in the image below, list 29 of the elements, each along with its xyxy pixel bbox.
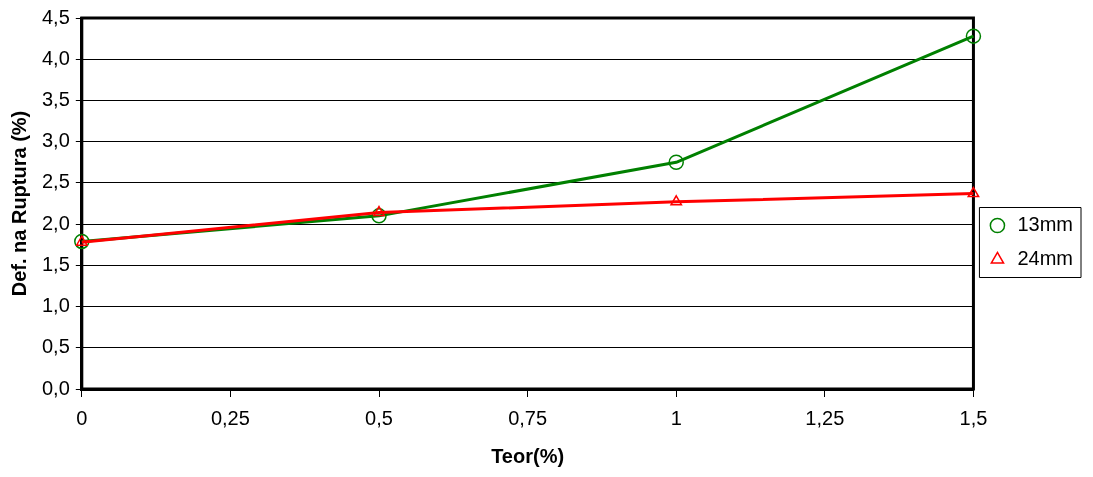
- y-tick-label: 2,5: [41, 170, 70, 193]
- x-tick-label: 1,25: [805, 406, 845, 429]
- y-tick-label: 3,0: [41, 129, 70, 152]
- legend-label: 24mm: [1017, 247, 1074, 270]
- x-tick-label: 1: [670, 406, 682, 429]
- x-tick-label: 0,5: [365, 406, 393, 429]
- y-tick-label: 2,0: [41, 211, 70, 234]
- point: [670, 195, 683, 206]
- y-tick-label: 4,5: [41, 5, 70, 28]
- point: [74, 233, 90, 250]
- point: [668, 154, 684, 171]
- x-tick-label: 0,25: [210, 406, 250, 429]
- y-tick-label: 0,5: [41, 335, 70, 358]
- point: [373, 205, 385, 217]
- x-axis-title: Teor(%): [491, 444, 565, 467]
- x-tick-label: 0,75: [508, 406, 548, 429]
- x-tick-label: 0: [76, 406, 88, 429]
- y-tick-label: 4,0: [41, 46, 70, 69]
- point: [75, 235, 88, 246]
- y-tick-label: 3,5: [41, 87, 70, 110]
- point: [371, 208, 387, 224]
- y-axis-title: Def. na Ruptura (%): [7, 110, 30, 297]
- legend-label: 13mm: [1017, 213, 1074, 236]
- y-tick-label: 1,0: [41, 294, 70, 317]
- point: [967, 186, 980, 198]
- point: [965, 28, 982, 44]
- y-tick-label: 1,5: [41, 252, 70, 275]
- y-tick-label: 0,0: [41, 376, 70, 399]
- x-tick-label: 1,5: [959, 406, 988, 429]
